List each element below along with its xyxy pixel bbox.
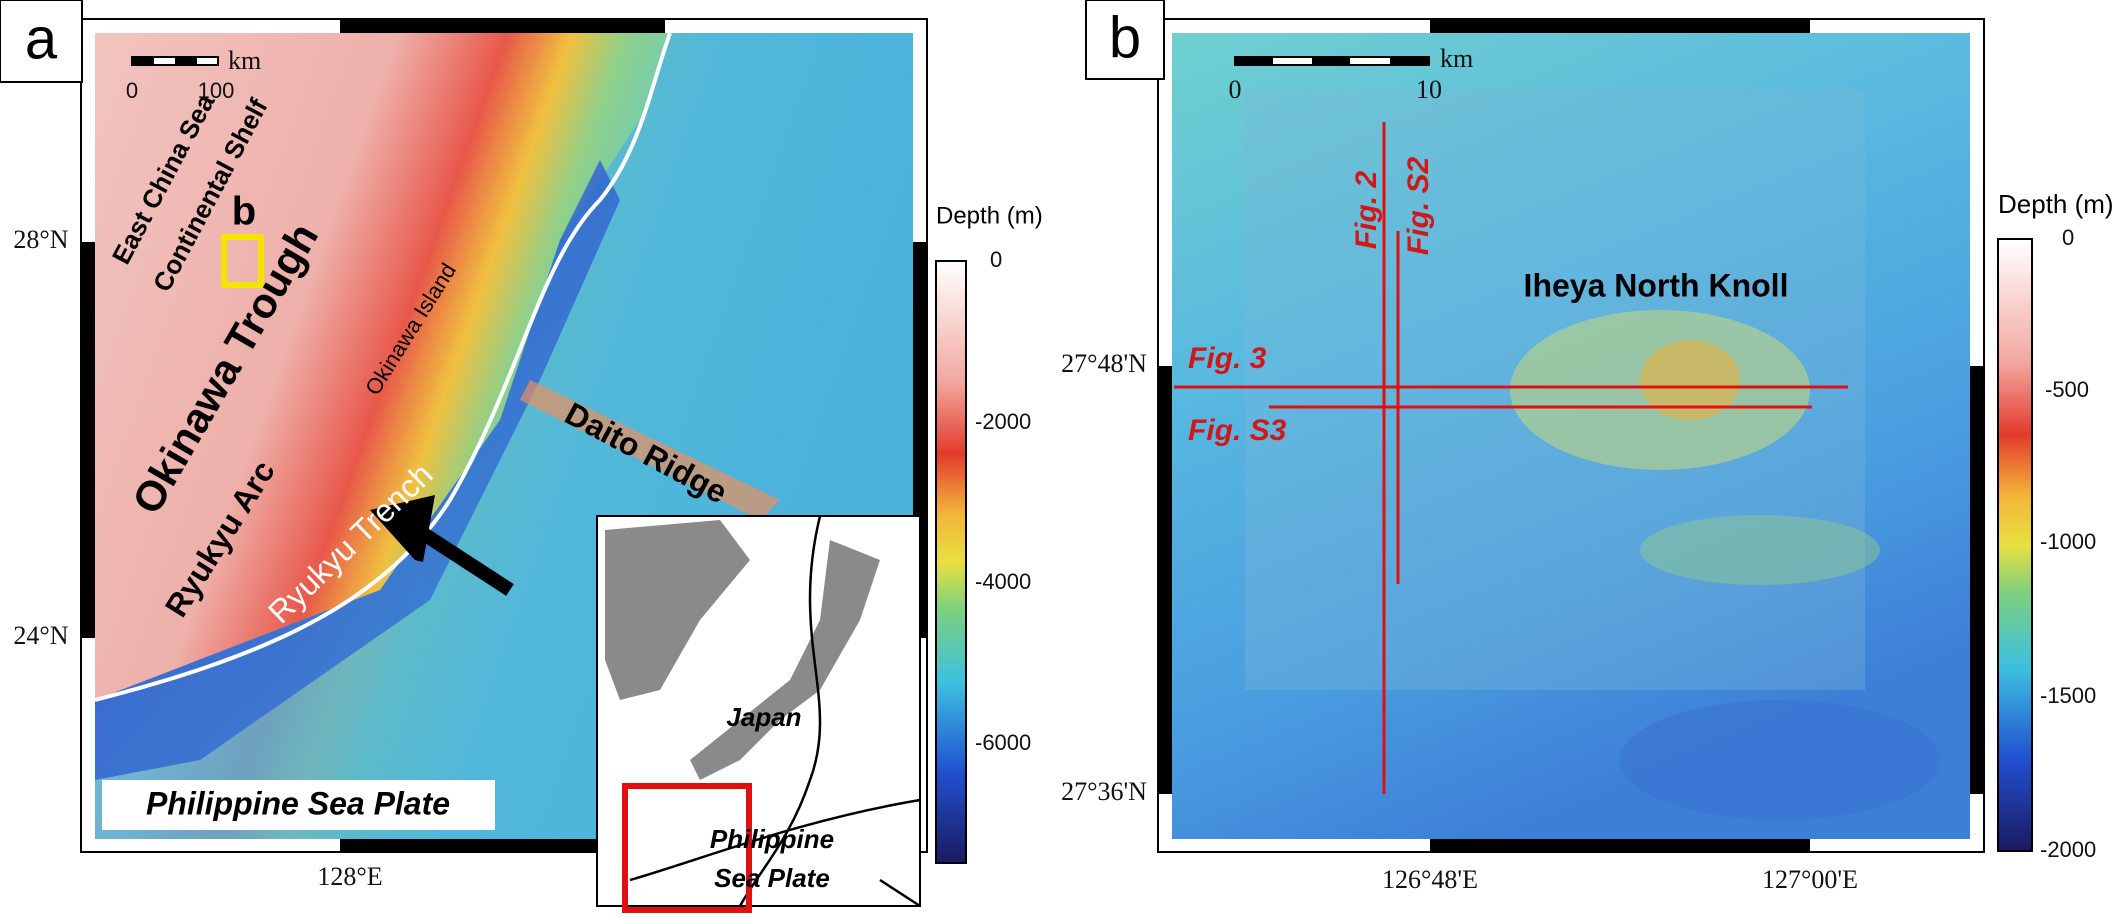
plate-boundary (629, 515, 921, 908)
colorbar-tick: 0 (2062, 225, 2074, 250)
profile-label: Fig. S3 (1188, 414, 1287, 447)
lat-label: 28°N (13, 225, 68, 254)
scale-unit: km (1440, 44, 1473, 73)
colorbar-tick: -1000 (2040, 529, 2096, 554)
knoll (1640, 340, 1740, 420)
location-box (221, 234, 264, 288)
frame-bar (1430, 19, 1810, 33)
trench (95, 160, 620, 780)
scale-bar (175, 57, 197, 65)
inset-map: Japan Philippine Sea Plate (596, 515, 921, 913)
scale-bar (132, 57, 154, 65)
frame-bar (1430, 839, 1810, 852)
profile-lines (1174, 122, 1848, 794)
map-label: b (232, 190, 256, 234)
lon-label: 128°E (317, 862, 382, 891)
arrow-head (370, 495, 435, 562)
profile-label: Fig. 2 (1350, 171, 1383, 250)
inset-label: Sea Plate (714, 863, 830, 893)
scale-label: 0 (1229, 75, 1242, 104)
frame-bar (1158, 366, 1172, 794)
label-box (102, 780, 495, 830)
lon-label: 126°48'E (1382, 865, 1478, 894)
colorbar-tick: -2000 (2040, 837, 2096, 862)
panel-label-box (0, 0, 83, 83)
lat-label: 27°48'N (1061, 349, 1147, 378)
lat-label: 27°36'N (1061, 777, 1147, 806)
land (605, 520, 750, 700)
ridge (520, 380, 780, 520)
scale-label: 10 (1416, 75, 1442, 104)
frame-bar (340, 19, 665, 33)
scale-unit: km (228, 46, 261, 75)
scale-label: 100 (198, 78, 235, 103)
panel-a: km 0 100 East China Sea Continental Shel… (0, 0, 1043, 913)
basin (1620, 700, 1940, 820)
colorbar-tick: -6000 (975, 730, 1031, 755)
scale-label: 0 (126, 78, 138, 103)
colorbar-tick: -2000 (975, 409, 1031, 434)
panel-b: km 0 10 Fig. 2 Fig. S2 Iheya North Knoll… (1061, 0, 2114, 894)
colorbar-tick: 0 (990, 247, 1002, 272)
study-area (622, 783, 752, 913)
profile-label: Fig. S2 (1402, 157, 1435, 256)
scale-bar (1312, 57, 1350, 65)
colorbar-tick: -1500 (2040, 683, 2096, 708)
lon-label: 127°00'E (1762, 865, 1858, 894)
trench-line (94, 32, 672, 702)
frame-bar (81, 242, 95, 638)
colorbar (935, 260, 967, 864)
inset-label: Japan (726, 702, 801, 732)
scale-bar (1235, 57, 1273, 65)
panel-label: b (1109, 5, 1141, 70)
inset-label: Philippine (710, 824, 834, 854)
land (690, 540, 880, 780)
profile-label: Fig. 3 (1188, 342, 1267, 375)
scale-bar (1390, 57, 1429, 65)
frame-bar (1970, 366, 1984, 794)
colorbar-title: Depth (m) (936, 202, 1043, 229)
lat-label: 24°N (13, 621, 68, 650)
panel-label-box (1085, 0, 1165, 80)
map-label: Iheya North Knoll (1524, 267, 1789, 303)
colorbar-tick: -4000 (975, 569, 1031, 594)
panel-label: a (25, 6, 58, 71)
knoll (1640, 515, 1880, 585)
frame-bar (340, 839, 665, 852)
map-label: Philippine Sea Plate (146, 785, 450, 821)
colorbar-tick: -500 (2045, 377, 2089, 402)
colorbar-title: Depth (m) (1998, 189, 2114, 219)
colorbar (1997, 238, 2033, 852)
